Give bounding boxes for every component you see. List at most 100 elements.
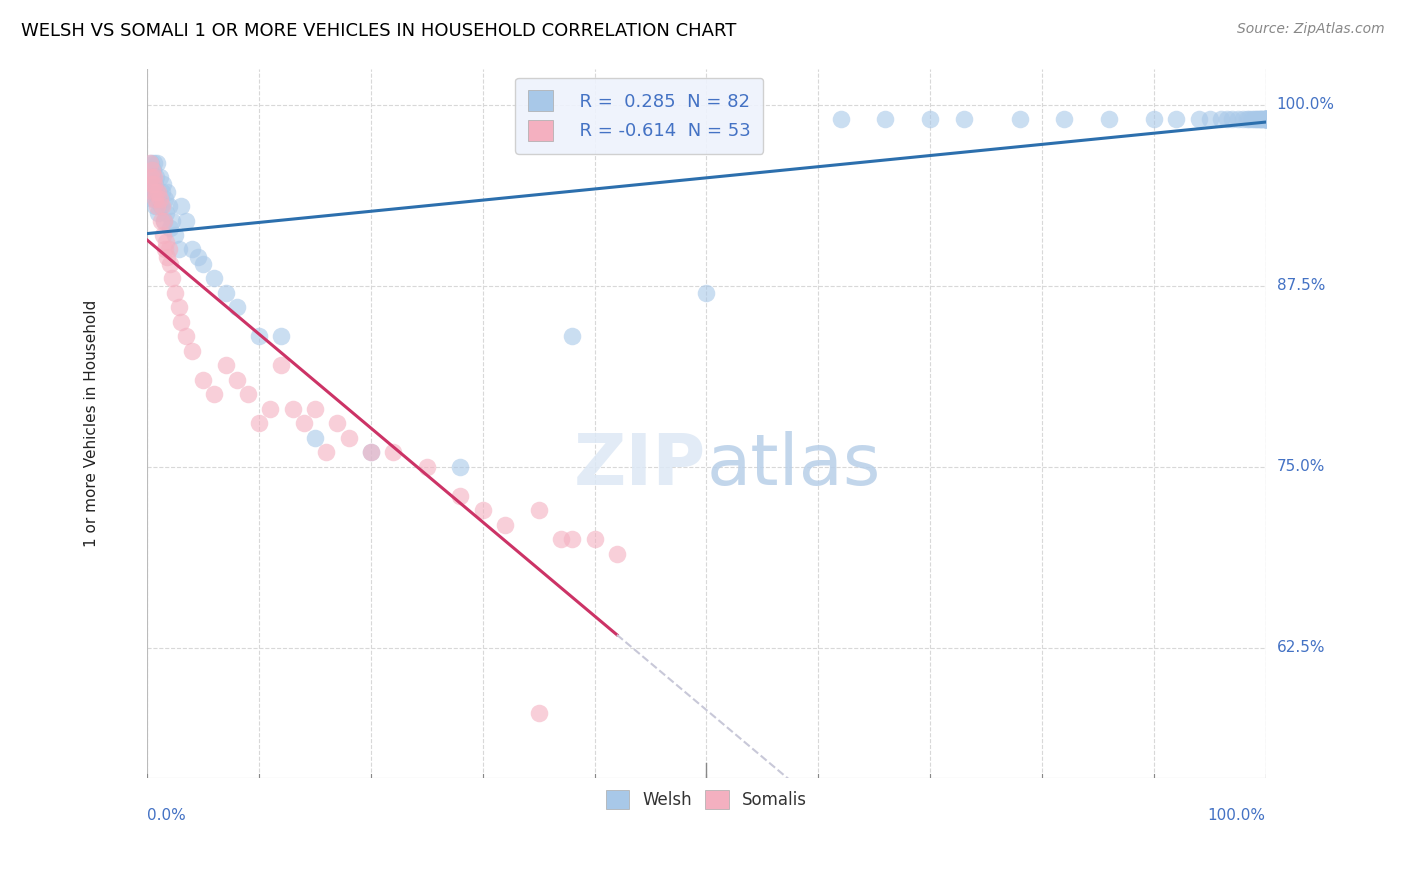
Point <box>1250 112 1272 127</box>
Point <box>142 170 165 185</box>
Point <box>225 301 247 315</box>
Point <box>326 416 349 430</box>
Point <box>1243 112 1265 127</box>
Point <box>142 192 165 206</box>
Text: atlas: atlas <box>706 432 880 500</box>
Point <box>247 329 270 343</box>
Point <box>149 192 172 206</box>
Point <box>138 155 160 169</box>
Point <box>1254 112 1277 127</box>
Point <box>1098 112 1121 127</box>
Point <box>159 257 181 271</box>
Text: 87.5%: 87.5% <box>1277 278 1324 293</box>
Point <box>167 243 190 257</box>
Point <box>830 112 852 127</box>
Point <box>920 112 942 127</box>
Point <box>360 445 382 459</box>
Point <box>1247 112 1270 127</box>
Point <box>695 285 717 300</box>
Point <box>292 416 315 430</box>
Point <box>152 178 174 192</box>
Point <box>1251 112 1274 127</box>
Point <box>1143 112 1166 127</box>
Point <box>143 199 166 213</box>
Point <box>1244 112 1267 127</box>
Point <box>142 185 165 199</box>
Point <box>143 185 166 199</box>
Point <box>270 359 292 373</box>
Point <box>1209 112 1232 127</box>
Point <box>148 206 170 220</box>
Point <box>561 532 583 546</box>
Point <box>146 155 169 169</box>
Point <box>1254 112 1277 127</box>
Point <box>527 503 550 517</box>
Point <box>176 329 198 343</box>
Point <box>1236 112 1258 127</box>
Point <box>167 301 190 315</box>
Text: 0.0%: 0.0% <box>148 808 186 823</box>
Point <box>1254 112 1277 127</box>
Point <box>1237 112 1260 127</box>
Point <box>214 285 236 300</box>
Point <box>148 192 170 206</box>
Point <box>193 373 215 387</box>
Text: 75.0%: 75.0% <box>1277 459 1324 475</box>
Point <box>176 213 198 227</box>
Point <box>145 185 167 199</box>
Point <box>561 329 583 343</box>
Point <box>1008 112 1031 127</box>
Point <box>1249 112 1271 127</box>
Text: WELSH VS SOMALI 1 OR MORE VEHICLES IN HOUSEHOLD CORRELATION CHART: WELSH VS SOMALI 1 OR MORE VEHICLES IN HO… <box>21 22 737 40</box>
Point <box>1254 112 1277 127</box>
Text: ZIP: ZIP <box>574 432 706 500</box>
Point <box>181 343 204 358</box>
Point <box>281 401 304 416</box>
Point <box>527 706 550 720</box>
Point <box>1166 112 1188 127</box>
Point <box>143 178 166 192</box>
Point <box>138 170 160 185</box>
Point <box>153 192 176 206</box>
Point <box>145 170 167 185</box>
Point <box>139 170 162 185</box>
Point <box>416 459 439 474</box>
Text: 62.5%: 62.5% <box>1277 640 1326 655</box>
Point <box>304 431 326 445</box>
Point <box>1253 112 1275 127</box>
Point <box>142 162 165 177</box>
Point <box>141 178 163 192</box>
Point <box>606 547 628 561</box>
Point <box>214 359 236 373</box>
Point <box>146 185 169 199</box>
Legend: Welsh, Somalis: Welsh, Somalis <box>599 783 814 815</box>
Point <box>156 185 179 199</box>
Point <box>141 185 163 199</box>
Point <box>270 329 292 343</box>
Point <box>149 170 172 185</box>
Point <box>449 459 471 474</box>
Point <box>494 517 516 532</box>
Point <box>259 401 281 416</box>
Point <box>1254 112 1277 127</box>
Point <box>315 445 337 459</box>
Point <box>1253 112 1275 127</box>
Point <box>143 170 166 185</box>
Point <box>1053 112 1076 127</box>
Point <box>155 206 177 220</box>
Point <box>146 199 169 213</box>
Point <box>1246 112 1268 127</box>
Text: 100.0%: 100.0% <box>1277 97 1334 112</box>
Point <box>157 199 180 213</box>
Point <box>143 192 166 206</box>
Point <box>875 112 897 127</box>
Point <box>141 162 163 177</box>
Point <box>1226 112 1249 127</box>
Point <box>141 178 163 192</box>
Point <box>150 185 173 199</box>
Point <box>360 445 382 459</box>
Point <box>156 250 179 264</box>
Point <box>202 271 225 285</box>
Point <box>145 192 167 206</box>
Point <box>157 243 180 257</box>
